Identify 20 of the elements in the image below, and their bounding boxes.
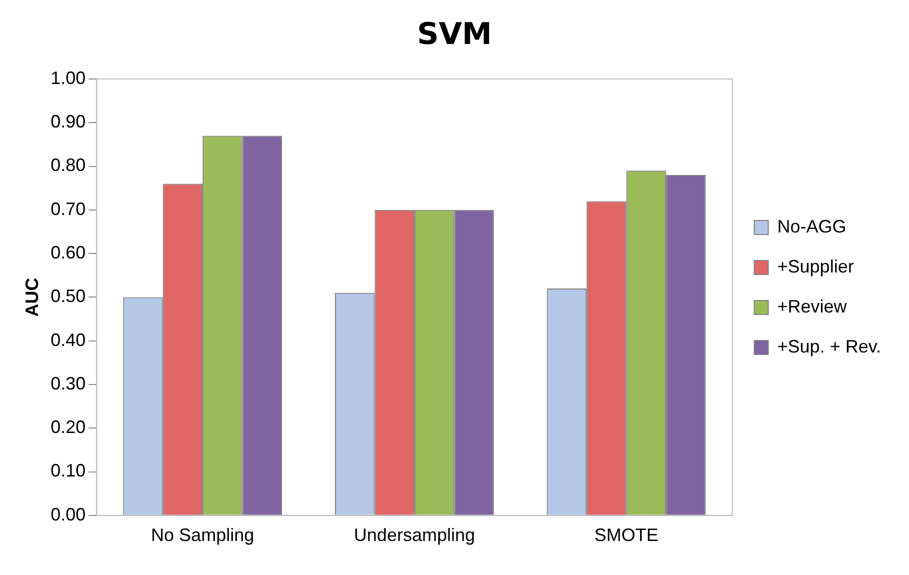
y-tick-label: 0.60 (50, 242, 86, 263)
chart-title: SVM (417, 16, 492, 52)
x-tick-label: SMOTE (594, 525, 658, 546)
legend-label: +Supplier (777, 256, 854, 276)
legend-label: No-AGG (777, 216, 846, 236)
legend-label: +Sup. + Rev. (777, 336, 882, 356)
y-tick-label: 0.90 (50, 112, 86, 132)
legend-label: +Review (777, 296, 848, 316)
y-tick-label: 0.50 (50, 286, 86, 306)
y-axis-title: AUC (22, 278, 42, 317)
y-tick-label: 0.80 (50, 155, 86, 176)
x-tick-label: No Sampling (151, 525, 254, 546)
y-tick-label: 0.10 (50, 460, 86, 481)
y-tick-label: 1.00 (50, 68, 86, 88)
x-tick-label: Undersampling (354, 525, 475, 546)
y-tick-label: 0.70 (50, 198, 86, 219)
y-tick-label: 0.20 (50, 417, 86, 438)
y-tick-label: 0.00 (50, 504, 86, 524)
y-tick-label: 0.40 (50, 330, 86, 350)
y-tick-label: 0.30 (50, 373, 86, 394)
